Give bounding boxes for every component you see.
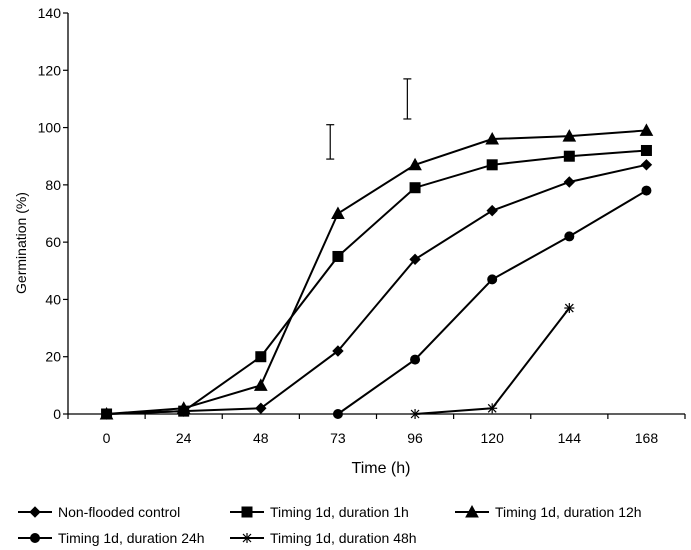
data-point [563,176,576,188]
x-tick-label: 48 [253,430,269,446]
series-line [337,189,647,415]
data-point [409,182,421,194]
y-axis-label: Germination (%) [13,192,29,294]
x-axis-label: Time (h) [352,460,411,477]
y-axis-ticks: 0 20 40 60 80 100 120 140 [38,5,68,422]
y-tick-label: 120 [38,62,62,78]
data-point [176,401,191,414]
data-point [332,345,344,357]
legend-label: Timing 1d, duration 12h [495,504,642,520]
data-point [253,378,268,391]
data-point [485,131,500,145]
data-point [255,402,267,414]
x-axis-ticks: 0 24 48 73 96 120 144 168 [67,414,686,446]
y-tick-label: 80 [45,177,61,193]
data-point [99,406,114,420]
series-4 [332,185,652,419]
y-tick-label: 60 [45,234,61,250]
data-point [563,150,575,162]
series-line [106,129,647,415]
series-5 [410,303,575,419]
x-tick-label: 24 [176,430,192,446]
series-3 [99,123,654,420]
data-point [640,159,653,171]
legend-marker [465,504,479,518]
legend-item: Timing 1d, duration 1h [230,504,409,520]
y-tick-label: 140 [38,5,62,21]
data-point [409,253,421,266]
legend-label: Timing 1d, duration 1h [270,504,409,520]
data-point [564,303,575,314]
error-bar [326,124,335,160]
data-point [640,144,652,156]
legend-label: Non-flooded control [58,504,180,520]
error-bar [403,78,412,120]
x-tick-label: 144 [558,430,582,446]
series-line [414,307,571,415]
data-point [486,159,498,171]
data-point [410,409,421,419]
legend-label: Timing 1d, duration 24h [58,530,205,546]
legend-item: Timing 1d, duration 24h [18,530,205,546]
legend-marker [242,533,252,543]
data-point [487,403,498,414]
data-point [408,157,422,171]
y-tick-label: 20 [45,349,61,365]
data-point [486,204,498,217]
axes [67,13,685,415]
legend: Non-flooded control Timing 1d, duration 1… [18,504,642,546]
data-point [487,274,498,285]
y-tick-label: 0 [53,406,61,422]
data-point [410,354,421,365]
series-1 [100,159,653,420]
legend-marker [30,533,40,543]
y-tick-label: 40 [45,291,61,307]
x-tick-label: 120 [481,430,505,446]
legend-label: Timing 1d, duration 48h [270,530,417,546]
data-point [641,185,652,196]
legend-item: Non-flooded control [18,504,180,520]
y-tick-label: 100 [38,120,62,136]
legend-marker [241,506,253,518]
data-point [564,231,575,242]
x-tick-label: 73 [330,430,346,446]
error-bars [326,78,412,160]
data-point [255,351,267,363]
series-line [106,149,647,415]
series-line [106,163,647,415]
x-tick-label: 168 [635,430,659,446]
legend-item: Timing 1d, duration 48h [230,530,417,546]
data-point [331,206,345,219]
x-tick-label: 96 [407,430,423,446]
data-point [332,409,343,419]
x-tick-label: 0 [103,430,111,446]
data-point [332,250,344,262]
legend-marker [29,506,41,518]
data-point [562,129,577,142]
data-point [639,123,654,136]
legend-item: Timing 1d, duration 12h [455,504,642,520]
series-group [99,123,654,420]
